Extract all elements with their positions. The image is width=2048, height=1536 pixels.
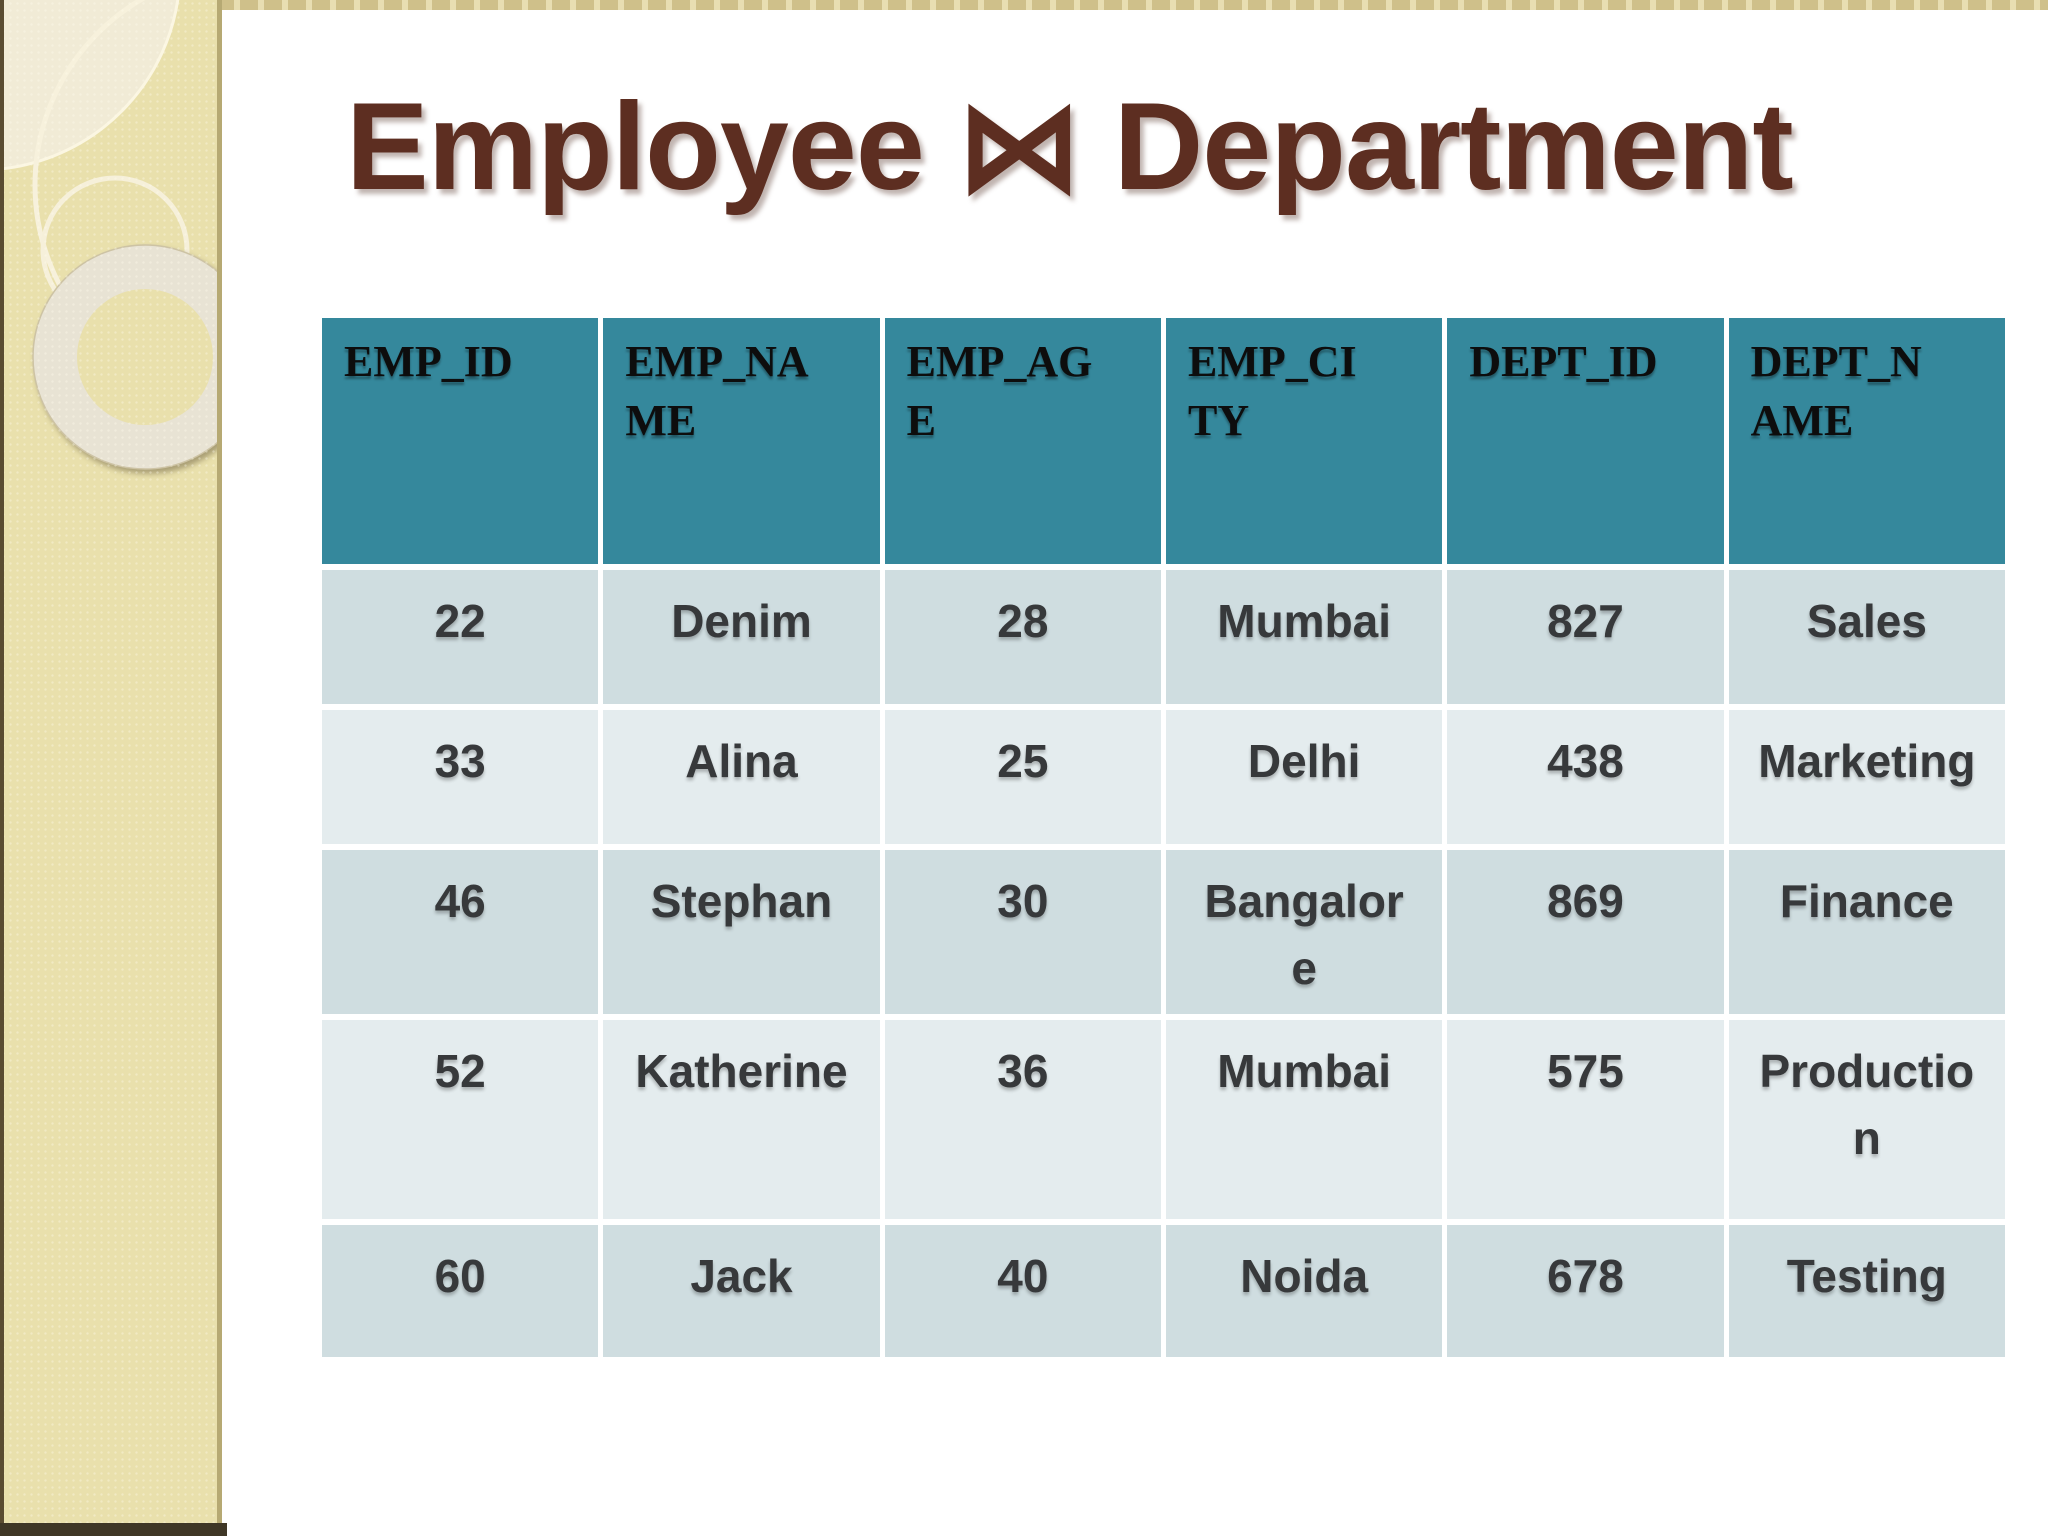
table-cell: 827 — [1447, 570, 1724, 704]
table-cell: 30 — [884, 850, 1161, 1014]
table-cell: Noida — [1165, 1225, 1443, 1357]
table-cell: Katherine — [603, 1020, 880, 1219]
table-cell: 40 — [884, 1225, 1161, 1357]
circles-ornament — [0, 0, 217, 470]
column-header-emp-age: EMP_AG E — [884, 318, 1161, 564]
table-cell: 46 — [322, 850, 599, 1014]
table-cell: Sales — [1728, 570, 2005, 704]
table-cell: 22 — [322, 570, 599, 704]
table-row: 22 Denim 28 Mumbai 827 Sales — [322, 570, 2005, 704]
table-cell: 33 — [322, 710, 599, 844]
column-header-emp-id: EMP_ID — [322, 318, 599, 564]
slide-bottom-edge-line — [0, 1523, 227, 1536]
table-cell: 52 — [322, 1020, 599, 1219]
table-row: 52 Katherine 36 Mumbai 575 Productio n — [322, 1020, 2005, 1219]
column-header-dept-name: DEPT_N AME — [1728, 318, 2005, 564]
slide-left-edge-line — [0, 0, 4, 1536]
header-row: EMP_ID EMP_NA ME EMP_AG E EMP_CI TY DEPT… — [322, 318, 2005, 564]
table-cell: Testing — [1728, 1225, 2005, 1357]
table-cell: 36 — [884, 1020, 1161, 1219]
table-cell: Denim — [603, 570, 880, 704]
large-circle-outline — [32, 0, 217, 400]
table-row: 33 Alina 25 Delhi 438 Marketing — [322, 710, 2005, 844]
slide-title: Employee ⋈ Department — [346, 78, 1794, 216]
table-cell: 28 — [884, 570, 1161, 704]
table-row: 46 Stephan 30 Bangalor e 869 Finance — [322, 850, 2005, 1014]
table-cell: Finance — [1728, 850, 2005, 1014]
table-cell: Mumbai — [1165, 1020, 1443, 1219]
table-cell: Mumbai — [1165, 570, 1443, 704]
table-cell: Marketing — [1728, 710, 2005, 844]
table-cell: 60 — [322, 1225, 599, 1357]
quarter-disc-shape — [0, 0, 180, 171]
table-cell: 575 — [1447, 1020, 1724, 1219]
table-cell: 678 — [1447, 1225, 1724, 1357]
table-header: EMP_ID EMP_NA ME EMP_AG E EMP_CI TY DEPT… — [322, 318, 2005, 564]
table-cell: 25 — [884, 710, 1161, 844]
table-cell: Jack — [603, 1225, 880, 1357]
table-cell: Productio n — [1728, 1020, 2005, 1219]
table-body: 22 Denim 28 Mumbai 827 Sales 33 Alina 25… — [322, 570, 2005, 1357]
table-cell: 438 — [1447, 710, 1724, 844]
sidebar-decoration — [0, 0, 227, 1536]
employee-department-join-table: EMP_ID EMP_NA ME EMP_AG E EMP_CI TY DEPT… — [317, 312, 2010, 1363]
ring-shape — [32, 244, 217, 470]
table-cell: Delhi — [1165, 710, 1443, 844]
top-border-strip — [0, 0, 2048, 10]
table-cell: Bangalor e — [1165, 850, 1443, 1014]
column-header-emp-name: EMP_NA ME — [603, 318, 880, 564]
column-header-dept-id: DEPT_ID — [1447, 318, 1724, 564]
table-cell: 869 — [1447, 850, 1724, 1014]
table-cell: Alina — [603, 710, 880, 844]
table-row: 60 Jack 40 Noida 678 Testing — [322, 1225, 2005, 1357]
table-cell: Stephan — [603, 850, 880, 1014]
column-header-emp-city: EMP_CI TY — [1165, 318, 1443, 564]
